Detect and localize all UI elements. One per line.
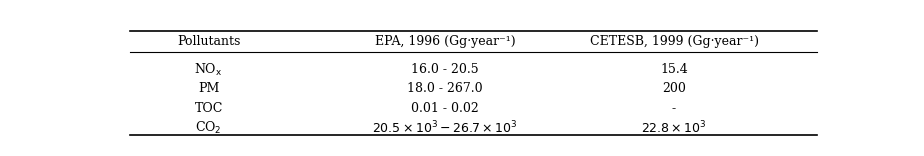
Text: 200: 200 (663, 83, 686, 95)
Text: Pollutants: Pollutants (176, 35, 240, 48)
Text: $20.5\times10^3 - 26.7\times10^3$: $20.5\times10^3 - 26.7\times10^3$ (372, 120, 517, 136)
Text: CO$_2$: CO$_2$ (195, 120, 222, 136)
Text: 18.0 - 267.0: 18.0 - 267.0 (407, 83, 482, 95)
Text: 16.0 - 20.5: 16.0 - 20.5 (411, 63, 479, 76)
Text: -: - (672, 102, 676, 115)
Text: 15.4: 15.4 (660, 63, 688, 76)
Text: CETESB, 1999 (Gg·year⁻¹): CETESB, 1999 (Gg·year⁻¹) (590, 35, 759, 48)
Text: $22.8\times10^3$: $22.8\times10^3$ (641, 120, 707, 136)
Text: NO$_\mathrm{x}$: NO$_\mathrm{x}$ (194, 62, 223, 78)
Text: TOC: TOC (194, 102, 223, 115)
Text: EPA, 1996 (Gg·year⁻¹): EPA, 1996 (Gg·year⁻¹) (374, 35, 516, 48)
Text: 0.01 - 0.02: 0.01 - 0.02 (411, 102, 479, 115)
Text: PM: PM (198, 83, 219, 95)
